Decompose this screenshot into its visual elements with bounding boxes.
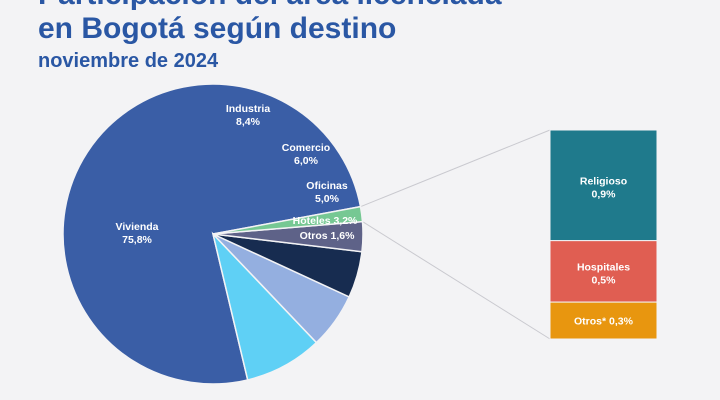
slice-label-oficinas: Oficinas: [306, 180, 348, 192]
breakdown-value-hospitales: 0,5%: [592, 274, 617, 286]
connector-line-top: [360, 129, 551, 208]
slice-label-hoteles: Hoteles 3,2%: [293, 215, 358, 227]
title-block: Participación del área licenciada en Bog…: [38, 0, 678, 73]
connector-line-bottom: [362, 221, 551, 340]
slice-value-comercio: 6,0%: [294, 155, 319, 167]
slice-label-otros: Otros 1,6%: [300, 230, 356, 242]
slice-label-comercio: Comercio: [282, 142, 330, 154]
breakdown-label-religioso: Religioso: [580, 175, 627, 187]
chart-title-line-2: en Bogotá según destino: [38, 12, 397, 45]
slice-value-vivienda: 75,8%: [122, 234, 152, 246]
pie-slices: [62, 83, 364, 385]
breakdown-value-religioso: 0,9%: [592, 188, 617, 200]
chart-subtitle: noviembre de 2024: [38, 50, 219, 72]
slice-label-vivienda: Vivienda: [116, 221, 159, 233]
breakdown-label-hospitales: Hospitales: [577, 261, 630, 273]
breakdown-segment-otros: [549, 301, 658, 340]
pie-slice-otros: [212, 205, 364, 235]
pie-slice-vivienda: [62, 83, 362, 385]
slice-value-oficinas: 5,0%: [315, 193, 340, 205]
breakdown-label-otros: Otros* 0,3%: [574, 316, 634, 328]
slice-value-industria: 8,4%: [236, 116, 261, 128]
chart-title-line-1: Participación del área licenciada: [38, 0, 678, 12]
connector-lines: [360, 129, 551, 340]
slice-label-industria: Industria: [226, 103, 270, 115]
